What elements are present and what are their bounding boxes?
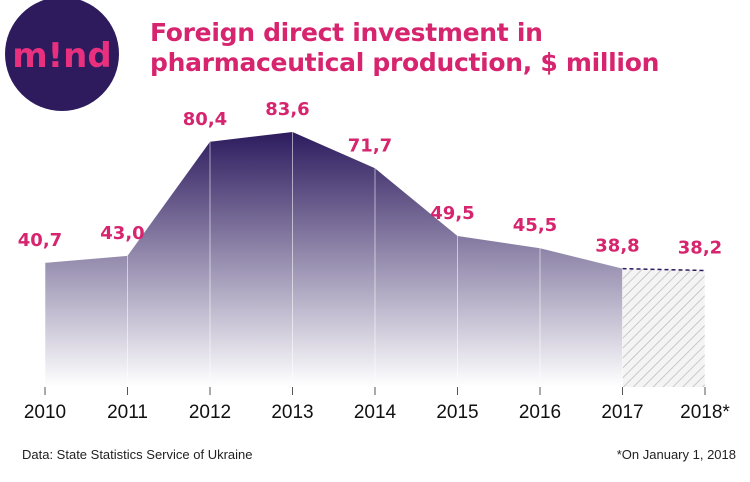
data-label: 80,4 <box>183 109 227 130</box>
chart-title-line-2: pharmaceutical production, $ million <box>150 48 660 77</box>
data-label: 38,8 <box>595 236 639 257</box>
data-label: 83,6 <box>265 99 309 120</box>
chart-title: Foreign direct investment in pharmaceuti… <box>150 18 740 78</box>
data-label: 71,7 <box>348 135 392 156</box>
data-label: 49,5 <box>430 203 474 224</box>
logo-circle <box>5 0 119 111</box>
area-series <box>45 132 623 387</box>
x-tick-label: 2015 <box>436 402 478 423</box>
mind-logo: m!nd <box>5 0 119 111</box>
x-tick-label: 2012 <box>189 402 231 423</box>
data-label: 45,5 <box>513 215 557 236</box>
data-source: Data: State Statistics Service of Ukrain… <box>22 447 253 462</box>
data-label: 43,0 <box>100 223 144 244</box>
x-tick-label: 2016 <box>519 402 561 423</box>
data-label: 40,7 <box>18 230 62 251</box>
x-tick-label: 2014 <box>354 402 397 423</box>
chart-title-line-1: Foreign direct investment in <box>150 18 543 47</box>
footnote: *On January 1, 2018 <box>616 447 736 462</box>
logo-text: m!nd <box>12 36 111 76</box>
x-tick-label: 2013 <box>271 402 313 423</box>
x-tick-label: 2010 <box>24 402 66 423</box>
x-tick-label: 2018* <box>680 402 730 423</box>
projected-area <box>622 268 705 387</box>
x-tick-label: 2017 <box>601 402 643 423</box>
data-label: 38,2 <box>678 237 722 258</box>
x-tick-label: 2011 <box>107 402 148 423</box>
